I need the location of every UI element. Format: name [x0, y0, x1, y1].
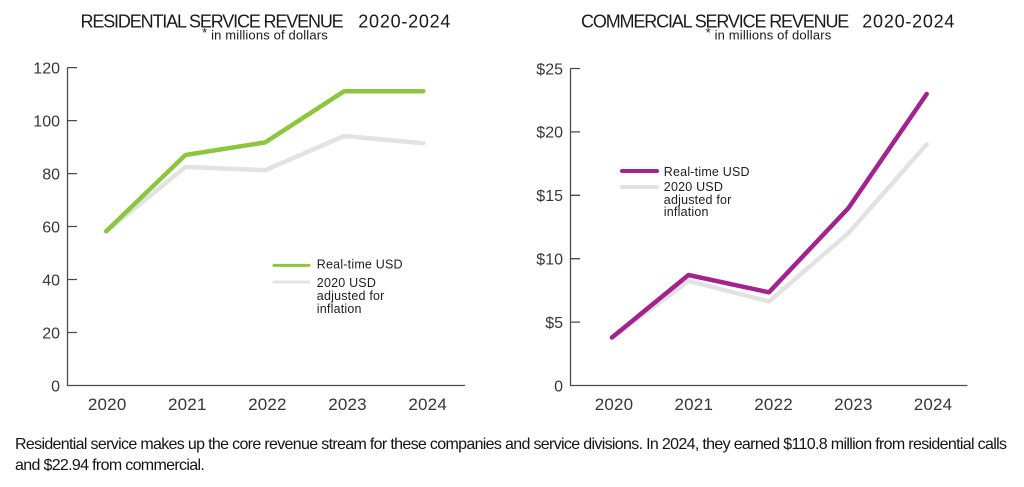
- svg-text:adjusted for: adjusted for: [317, 289, 385, 303]
- svg-text:Real-time USD: Real-time USD: [317, 258, 403, 272]
- svg-text:inflation: inflation: [317, 302, 362, 316]
- svg-text:adjusted for: adjusted for: [664, 193, 732, 207]
- svg-text:2020 USD: 2020 USD: [317, 276, 376, 290]
- svg-text:2023: 2023: [328, 395, 367, 414]
- svg-text:inflation: inflation: [664, 205, 709, 219]
- svg-text:2020: 2020: [88, 395, 127, 414]
- svg-text:* in millions of dollars: * in millions of dollars: [706, 25, 832, 43]
- svg-text:$25: $25: [536, 61, 563, 78]
- svg-text:RESIDENTIAL SERVICE REVENUE: RESIDENTIAL SERVICE REVENUE: [81, 12, 344, 32]
- svg-text:$10: $10: [536, 252, 563, 269]
- svg-text:Real-time USD: Real-time USD: [664, 165, 750, 179]
- svg-text:120: 120: [33, 61, 60, 78]
- svg-text:2020 USD: 2020 USD: [664, 180, 723, 194]
- svg-text:$5: $5: [545, 315, 563, 332]
- svg-text:40: 40: [42, 272, 60, 289]
- svg-text:0: 0: [51, 378, 60, 395]
- svg-text:* in millions of dollars: * in millions of dollars: [202, 25, 328, 43]
- svg-text:100: 100: [33, 114, 60, 131]
- svg-text:2020-2024: 2020-2024: [358, 12, 451, 32]
- svg-text:2023: 2023: [834, 395, 873, 414]
- svg-text:80: 80: [42, 167, 60, 184]
- svg-text:60: 60: [42, 219, 60, 236]
- svg-text:2024: 2024: [408, 395, 447, 414]
- svg-text:20: 20: [42, 325, 60, 342]
- svg-text:2022: 2022: [248, 395, 287, 414]
- svg-text:$15: $15: [536, 188, 563, 205]
- svg-text:0: 0: [554, 378, 563, 395]
- svg-text:$20: $20: [536, 125, 563, 142]
- svg-text:2021: 2021: [168, 395, 207, 414]
- svg-text:COMMERCIAL SERVICE REVENUE: COMMERCIAL SERVICE REVENUE: [581, 12, 849, 32]
- svg-text:2021: 2021: [674, 395, 713, 414]
- svg-text:2022: 2022: [754, 395, 793, 414]
- svg-text:2020: 2020: [595, 395, 634, 414]
- svg-text:2024: 2024: [914, 395, 953, 414]
- svg-text:2020-2024: 2020-2024: [862, 12, 955, 32]
